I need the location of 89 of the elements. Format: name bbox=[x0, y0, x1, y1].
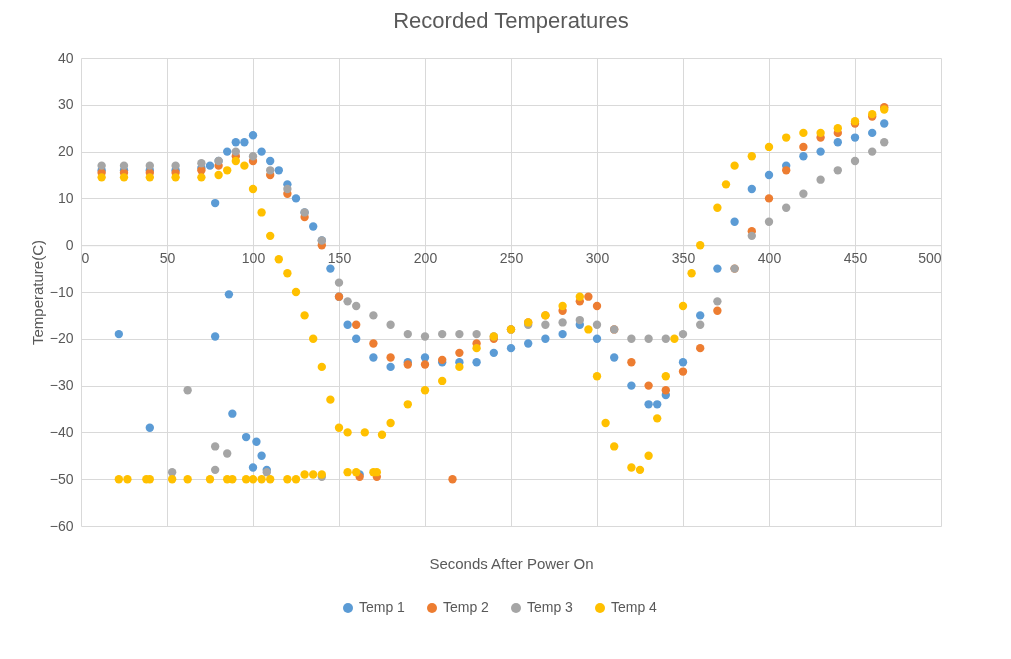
y-tick-label: 30 bbox=[57, 96, 74, 113]
point bbox=[223, 449, 232, 458]
x-tick-label: 350 bbox=[671, 249, 696, 266]
point bbox=[266, 166, 275, 175]
point bbox=[782, 203, 791, 212]
point bbox=[420, 360, 430, 369]
y-tick-label: −60 bbox=[49, 517, 74, 534]
point bbox=[678, 367, 688, 376]
point bbox=[352, 301, 361, 311]
point bbox=[283, 184, 292, 194]
x-tick-label: 150 bbox=[327, 249, 352, 266]
point bbox=[696, 320, 705, 329]
point bbox=[782, 166, 791, 175]
point bbox=[575, 315, 584, 325]
point bbox=[747, 231, 756, 241]
point bbox=[369, 339, 378, 348]
point bbox=[97, 161, 106, 170]
x-tick-label: 300 bbox=[585, 249, 610, 266]
point bbox=[541, 320, 550, 329]
x-tick-label: 100 bbox=[241, 249, 266, 266]
legend-label: Temp 1 bbox=[359, 599, 406, 615]
x-axis-title: Seconds After Power On bbox=[429, 554, 594, 572]
y-tick-label: 20 bbox=[57, 143, 74, 160]
point bbox=[369, 311, 378, 320]
point bbox=[799, 189, 808, 198]
point bbox=[661, 386, 670, 395]
point bbox=[627, 334, 636, 343]
point bbox=[868, 147, 877, 156]
legend-label: Temp 2 bbox=[443, 599, 490, 615]
point bbox=[343, 297, 352, 306]
point bbox=[386, 320, 395, 329]
point bbox=[696, 343, 705, 353]
x-tick-label: 0 bbox=[81, 249, 90, 266]
point bbox=[145, 161, 154, 170]
point bbox=[833, 166, 842, 175]
point bbox=[210, 442, 220, 451]
x-tick-label: 500 bbox=[918, 249, 942, 266]
point bbox=[584, 292, 593, 301]
chart-title: Recorded Temperatures bbox=[393, 8, 629, 33]
point bbox=[644, 334, 653, 343]
point bbox=[713, 306, 722, 315]
x-tick-label: 50 bbox=[159, 249, 176, 266]
point bbox=[386, 353, 395, 362]
point bbox=[592, 320, 602, 329]
x-tick-label: 200 bbox=[413, 249, 438, 266]
point bbox=[420, 332, 430, 341]
point bbox=[850, 156, 860, 166]
point bbox=[627, 358, 636, 367]
point bbox=[678, 329, 688, 339]
x-tick-label: 400 bbox=[757, 249, 782, 266]
point bbox=[231, 147, 240, 156]
y-tick-label: −40 bbox=[49, 423, 74, 440]
point bbox=[558, 318, 567, 327]
point bbox=[592, 301, 602, 311]
point bbox=[448, 475, 457, 484]
point bbox=[799, 142, 808, 152]
point bbox=[816, 175, 825, 184]
legend-label: Temp 3 bbox=[527, 599, 574, 615]
y-tick-label: −20 bbox=[49, 330, 74, 347]
point bbox=[764, 217, 774, 226]
point bbox=[764, 194, 774, 203]
point bbox=[248, 152, 258, 161]
y-tick-label: 40 bbox=[57, 49, 74, 66]
point bbox=[210, 465, 220, 475]
point bbox=[403, 329, 412, 339]
y-tick-label: 0 bbox=[65, 236, 74, 253]
y-tick-label: 10 bbox=[57, 189, 74, 206]
point bbox=[171, 161, 180, 170]
point bbox=[880, 138, 889, 147]
point bbox=[352, 320, 361, 329]
y-tick-label: −10 bbox=[49, 283, 74, 300]
point bbox=[713, 297, 722, 306]
x-tick-label: 250 bbox=[499, 249, 524, 266]
point bbox=[644, 381, 653, 390]
point bbox=[661, 334, 670, 343]
y-tick-label: −30 bbox=[49, 377, 74, 394]
point bbox=[455, 329, 464, 339]
y-tick-label: −50 bbox=[49, 470, 74, 487]
point bbox=[183, 386, 192, 395]
point bbox=[472, 329, 481, 339]
point bbox=[167, 468, 177, 477]
y-axis-title: Temperature(C) bbox=[28, 239, 46, 346]
point bbox=[455, 348, 464, 358]
x-tick-label: 450 bbox=[843, 249, 868, 266]
point bbox=[197, 159, 206, 168]
legend-label: Temp 4 bbox=[611, 599, 658, 615]
point bbox=[334, 278, 344, 287]
point bbox=[119, 161, 129, 170]
point bbox=[438, 329, 447, 339]
